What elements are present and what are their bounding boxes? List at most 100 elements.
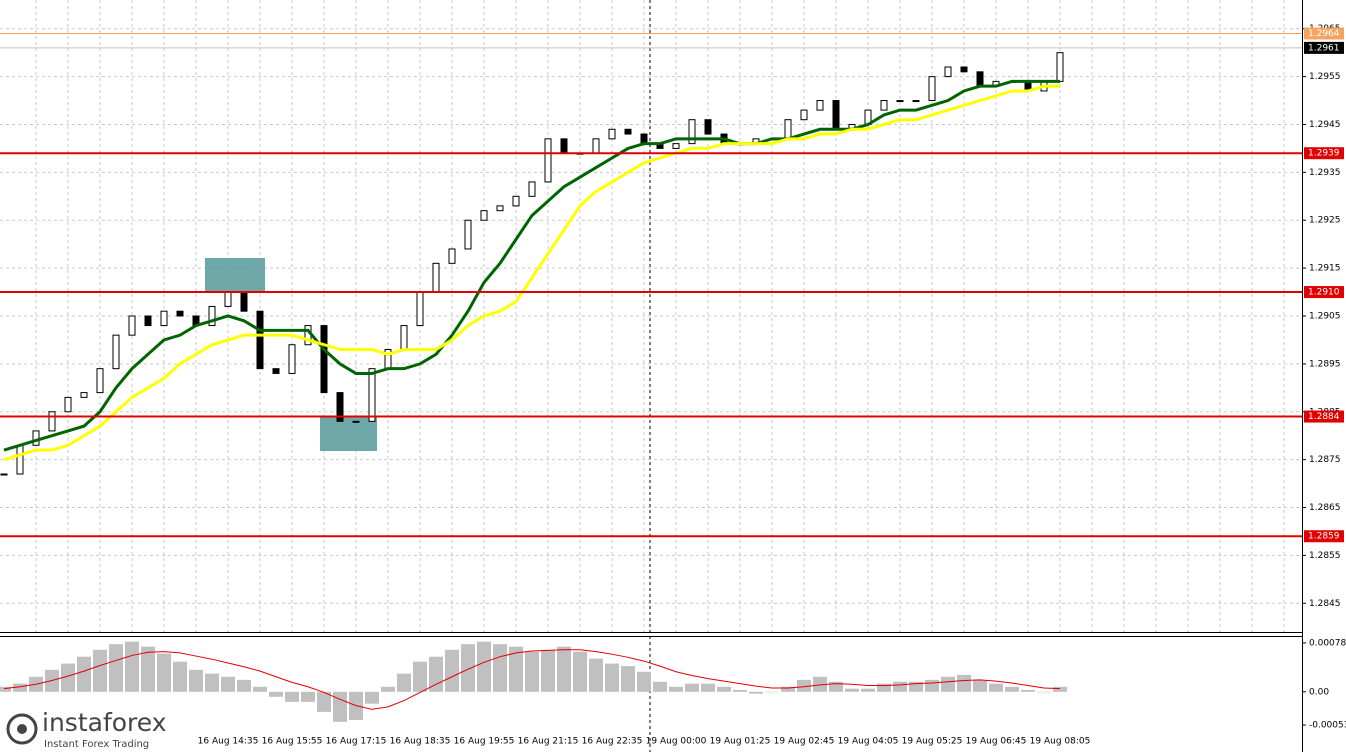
histogram-bar bbox=[573, 651, 587, 692]
histogram-bar bbox=[189, 669, 203, 692]
candle bbox=[352, 420, 360, 423]
candle bbox=[896, 100, 904, 103]
histogram-bar bbox=[237, 679, 251, 692]
y-tick-label: 1.2905 bbox=[1309, 312, 1341, 322]
histogram-bar bbox=[301, 691, 315, 702]
histogram-bar bbox=[13, 683, 27, 692]
level-label: 1.2859 bbox=[1308, 532, 1340, 542]
candle bbox=[544, 138, 552, 183]
candle bbox=[1056, 52, 1064, 82]
y-tick-label: 1.2865 bbox=[1309, 503, 1341, 513]
candle bbox=[512, 195, 520, 207]
candle bbox=[624, 128, 632, 135]
histogram-bar bbox=[653, 681, 667, 692]
x-tick-label: 16 Aug 17:15 bbox=[326, 737, 387, 747]
level-label: 1.2939 bbox=[1308, 149, 1340, 159]
logo-box bbox=[0, 707, 180, 752]
level-label-box bbox=[1304, 147, 1344, 160]
y-tick-label: 1.2845 bbox=[1309, 599, 1341, 609]
histogram-bar bbox=[221, 676, 235, 692]
candle bbox=[208, 305, 216, 327]
histogram-bar bbox=[1021, 689, 1035, 692]
y-tick-label: 1.2875 bbox=[1309, 455, 1341, 465]
histogram-bar bbox=[557, 646, 571, 692]
histogram-bar bbox=[493, 644, 507, 692]
level-label: 1.2910 bbox=[1308, 288, 1340, 298]
x-tick-label: 19 Aug 04:05 bbox=[838, 737, 899, 747]
candle bbox=[672, 143, 680, 149]
histogram-bar bbox=[813, 676, 827, 692]
y-tick-label: 1.2855 bbox=[1309, 551, 1341, 561]
histogram-bar bbox=[365, 691, 379, 704]
y-tick-label: 1.2955 bbox=[1309, 72, 1341, 82]
axis: 1.29651.29551.29451.29351.29251.29151.29… bbox=[198, 24, 1346, 746]
histogram-bar bbox=[973, 679, 987, 692]
histogram-bar bbox=[1037, 691, 1051, 693]
level-label-box bbox=[1304, 27, 1344, 40]
histogram-bar bbox=[173, 661, 187, 692]
histogram-bar bbox=[669, 686, 683, 692]
candle bbox=[880, 100, 888, 111]
histogram-bar bbox=[637, 671, 651, 692]
histogram-bar bbox=[205, 673, 219, 692]
histogram-bar bbox=[461, 644, 475, 692]
candle bbox=[368, 368, 376, 422]
histogram-bar bbox=[893, 681, 907, 692]
histogram-bar bbox=[509, 646, 523, 692]
x-tick-label: 19 Aug 02:45 bbox=[774, 737, 835, 747]
x-tick-label: 19 Aug 01:25 bbox=[710, 737, 771, 747]
candle bbox=[128, 315, 136, 336]
x-tick-label: 16 Aug 21:15 bbox=[518, 737, 579, 747]
histogram-bar bbox=[541, 649, 555, 692]
logo-name: instaforex bbox=[42, 708, 167, 737]
x-tick-label: 16 Aug 14:35 bbox=[198, 737, 259, 747]
x-tick-label: 16 Aug 15:55 bbox=[262, 737, 323, 747]
histogram-bar bbox=[765, 691, 779, 693]
candle bbox=[944, 66, 952, 78]
level-label: 1.2961 bbox=[1308, 43, 1340, 53]
moving-average bbox=[3, 79, 1060, 452]
candle bbox=[256, 310, 264, 370]
candle bbox=[416, 291, 424, 327]
candle bbox=[688, 119, 696, 145]
candle bbox=[32, 430, 40, 446]
histogram-bar bbox=[109, 644, 123, 692]
candle bbox=[960, 66, 968, 73]
histogram-bar bbox=[285, 691, 299, 702]
candle bbox=[912, 100, 920, 103]
logo: instaforex Instant Forex Trading bbox=[0, 707, 180, 752]
x-tick-label: 16 Aug 19:55 bbox=[454, 737, 515, 747]
candle bbox=[144, 315, 152, 327]
candle bbox=[528, 181, 536, 197]
logo-icon bbox=[17, 724, 27, 734]
candle bbox=[240, 291, 248, 312]
candle bbox=[224, 291, 232, 307]
candle bbox=[832, 100, 840, 130]
candle bbox=[816, 100, 824, 111]
level-label-box bbox=[1304, 286, 1344, 299]
candle bbox=[176, 310, 184, 317]
candle bbox=[480, 210, 488, 221]
histogram-bar bbox=[381, 686, 395, 692]
candle bbox=[336, 392, 344, 422]
candle bbox=[320, 325, 328, 394]
candle bbox=[432, 262, 440, 293]
logo-tagline: Instant Forex Trading bbox=[44, 739, 149, 750]
histogram-bar bbox=[909, 681, 923, 692]
histogram-bar bbox=[157, 653, 171, 692]
grid bbox=[0, 0, 1302, 632]
y-tick-label: 1.2915 bbox=[1309, 264, 1341, 274]
logo-icon bbox=[6, 713, 38, 745]
signal-zone bbox=[320, 417, 377, 451]
y-tick-label: -0.00053 bbox=[1309, 721, 1346, 731]
x-tick-label: 16 Aug 22:35 bbox=[582, 737, 643, 747]
histogram-bar bbox=[941, 676, 955, 692]
candle bbox=[48, 411, 56, 432]
level-label: 1.2964 bbox=[1308, 29, 1340, 39]
histogram-bar bbox=[477, 641, 491, 692]
histogram-bar bbox=[701, 683, 715, 692]
histogram-bar bbox=[333, 691, 347, 722]
histogram-bar bbox=[957, 674, 971, 692]
